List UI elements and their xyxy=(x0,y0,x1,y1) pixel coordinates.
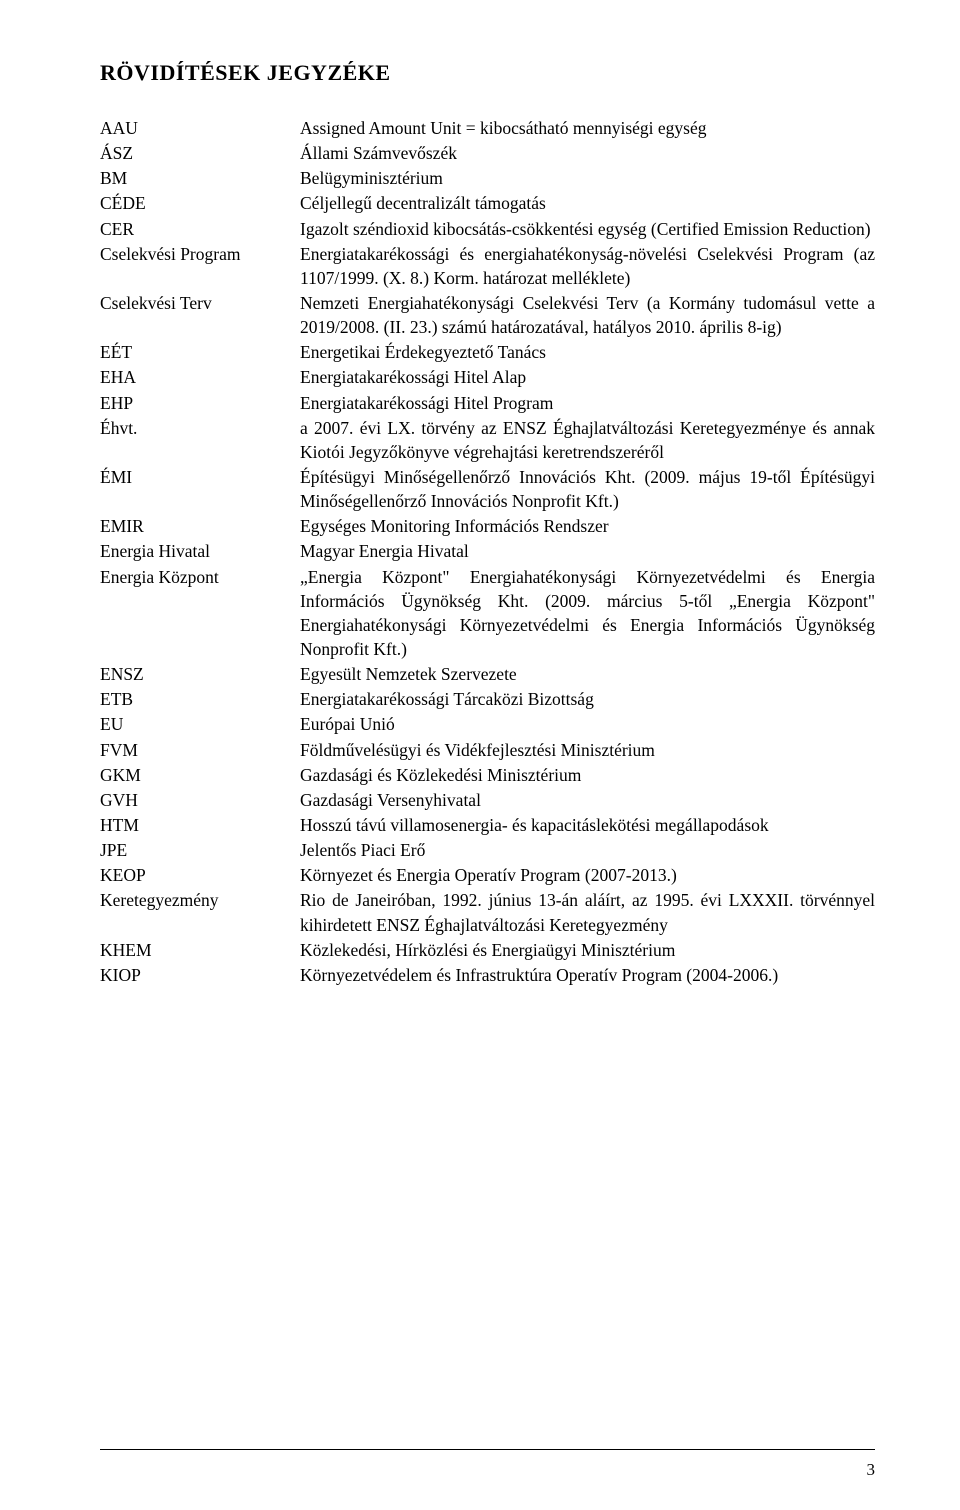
glossary-entry: EÉTEnergetikai Érdekegyeztető Tanács xyxy=(100,340,875,364)
glossary-term: EHP xyxy=(100,391,300,415)
page-number: 3 xyxy=(867,1460,876,1480)
glossary-definition: Földművelésügyi és Vidékfejlesztési Mini… xyxy=(300,738,875,762)
glossary-entry: KIOPKörnyezetvédelem és Infrastruktúra O… xyxy=(100,963,875,987)
glossary-term: ENSZ xyxy=(100,662,300,686)
page-title: RÖVIDÍTÉSEK JEGYZÉKE xyxy=(100,60,875,86)
glossary-definition: Környezet és Energia Operatív Program (2… xyxy=(300,863,875,887)
glossary-definition: Energiatakarékossági és energiahatékonys… xyxy=(300,242,875,290)
glossary-entry: GVHGazdasági Versenyhivatal xyxy=(100,788,875,812)
glossary-entry: JPEJelentős Piaci Erő xyxy=(100,838,875,862)
glossary-entry: CERIgazolt széndioxid kibocsátás-csökken… xyxy=(100,217,875,241)
glossary-term: GVH xyxy=(100,788,300,812)
glossary-term: EU xyxy=(100,712,300,736)
glossary-term: Energia Hivatal xyxy=(100,539,300,563)
glossary-definition: Jelentős Piaci Erő xyxy=(300,838,875,862)
glossary-definition: Egységes Monitoring Információs Rendszer xyxy=(300,514,875,538)
glossary-term: BM xyxy=(100,166,300,190)
glossary-entry: Energia HivatalMagyar Energia Hivatal xyxy=(100,539,875,563)
glossary-entry: ÉMIÉpítésügyi Minőségellenőrző Innováció… xyxy=(100,465,875,513)
glossary-term: JPE xyxy=(100,838,300,862)
glossary-definition: „Energia Központ" Energiahatékonysági Kö… xyxy=(300,565,875,662)
glossary-term: HTM xyxy=(100,813,300,837)
glossary-entry: Cselekvési ProgramEnergiatakarékossági é… xyxy=(100,242,875,290)
glossary-term: Cselekvési Program xyxy=(100,242,300,266)
footer-rule xyxy=(100,1449,875,1450)
glossary-term: EMIR xyxy=(100,514,300,538)
glossary-term: Keretegyezmény xyxy=(100,888,300,912)
glossary-entry: CÉDECéljellegű decentralizált támogatás xyxy=(100,191,875,215)
glossary-term: FVM xyxy=(100,738,300,762)
glossary-term: AAU xyxy=(100,116,300,140)
glossary-definition: Nemzeti Energiahatékonysági Cselekvési T… xyxy=(300,291,875,339)
glossary-entry: KHEMKözlekedési, Hírközlési és Energiaüg… xyxy=(100,938,875,962)
glossary-term: KHEM xyxy=(100,938,300,962)
glossary-entry: Energia Központ„Energia Központ" Energia… xyxy=(100,565,875,662)
glossary-term: ETB xyxy=(100,687,300,711)
glossary-entry: EHPEnergiatakarékossági Hitel Program xyxy=(100,391,875,415)
glossary-entry: Cselekvési TervNemzeti Energiahatékonysá… xyxy=(100,291,875,339)
glossary-definition: Környezetvédelem és Infrastruktúra Opera… xyxy=(300,963,875,987)
glossary-definition: Céljellegű decentralizált támogatás xyxy=(300,191,875,215)
glossary-entry: FVMFöldművelésügyi és Vidékfejlesztési M… xyxy=(100,738,875,762)
glossary-entry: KeretegyezményRio de Janeiróban, 1992. j… xyxy=(100,888,875,936)
glossary-entry: KEOPKörnyezet és Energia Operatív Progra… xyxy=(100,863,875,887)
glossary-term: EHA xyxy=(100,365,300,389)
glossary-term: Cselekvési Terv xyxy=(100,291,300,315)
glossary-term: KEOP xyxy=(100,863,300,887)
glossary-term: CÉDE xyxy=(100,191,300,215)
glossary-term: Éhvt. xyxy=(100,416,300,440)
glossary-entry: EUEurópai Unió xyxy=(100,712,875,736)
glossary-definition: Állami Számvevőszék xyxy=(300,141,875,165)
glossary-entry: EMIREgységes Monitoring Információs Rend… xyxy=(100,514,875,538)
glossary-term: Energia Központ xyxy=(100,565,300,589)
glossary-entry: BMBelügyminisztérium xyxy=(100,166,875,190)
glossary-definition: Gazdasági Versenyhivatal xyxy=(300,788,875,812)
glossary-entry: ÁSZÁllami Számvevőszék xyxy=(100,141,875,165)
glossary-list: AAUAssigned Amount Unit = kibocsátható m… xyxy=(100,116,875,987)
glossary-definition: a 2007. évi LX. törvény az ENSZ Éghajlat… xyxy=(300,416,875,464)
glossary-term: ÉMI xyxy=(100,465,300,489)
glossary-term: EÉT xyxy=(100,340,300,364)
glossary-entry: GKMGazdasági és Közlekedési Minisztérium xyxy=(100,763,875,787)
glossary-term: ÁSZ xyxy=(100,141,300,165)
glossary-term: CER xyxy=(100,217,300,241)
glossary-entry: HTMHosszú távú villamosenergia- és kapac… xyxy=(100,813,875,837)
glossary-definition: Assigned Amount Unit = kibocsátható menn… xyxy=(300,116,875,140)
glossary-definition: Európai Unió xyxy=(300,712,875,736)
glossary-definition: Építésügyi Minőségellenőrző Innovációs K… xyxy=(300,465,875,513)
glossary-definition: Energiatakarékossági Hitel Alap xyxy=(300,365,875,389)
glossary-entry: Éhvt.a 2007. évi LX. törvény az ENSZ Égh… xyxy=(100,416,875,464)
glossary-entry: ETBEnergiatakarékossági Tárcaközi Bizott… xyxy=(100,687,875,711)
glossary-definition: Energiatakarékossági Tárcaközi Bizottság xyxy=(300,687,875,711)
glossary-definition: Közlekedési, Hírközlési és Energiaügyi M… xyxy=(300,938,875,962)
glossary-definition: Belügyminisztérium xyxy=(300,166,875,190)
glossary-definition: Magyar Energia Hivatal xyxy=(300,539,875,563)
glossary-definition: Igazolt széndioxid kibocsátás-csökkentés… xyxy=(300,217,875,241)
glossary-definition: Rio de Janeiróban, 1992. június 13-án al… xyxy=(300,888,875,936)
glossary-term: KIOP xyxy=(100,963,300,987)
glossary-entry: EHAEnergiatakarékossági Hitel Alap xyxy=(100,365,875,389)
glossary-entry: ENSZEgyesült Nemzetek Szervezete xyxy=(100,662,875,686)
glossary-definition: Hosszú távú villamosenergia- és kapacitá… xyxy=(300,813,875,837)
glossary-definition: Energetikai Érdekegyeztető Tanács xyxy=(300,340,875,364)
glossary-definition: Egyesült Nemzetek Szervezete xyxy=(300,662,875,686)
glossary-definition: Gazdasági és Közlekedési Minisztérium xyxy=(300,763,875,787)
document-page: RÖVIDÍTÉSEK JEGYZÉKE AAUAssigned Amount … xyxy=(0,0,960,1510)
glossary-entry: AAUAssigned Amount Unit = kibocsátható m… xyxy=(100,116,875,140)
glossary-definition: Energiatakarékossági Hitel Program xyxy=(300,391,875,415)
glossary-term: GKM xyxy=(100,763,300,787)
